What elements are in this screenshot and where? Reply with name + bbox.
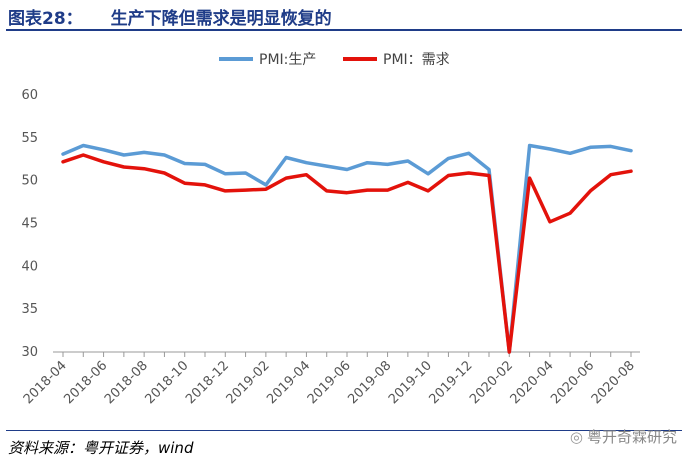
x-tick-label: 2020-06: [548, 358, 597, 407]
figure-title: 图表28： 生产下降但需求是明显恢复的: [8, 4, 332, 29]
x-tick-label: 2019-06: [305, 358, 354, 407]
wechat-icon: ◎: [569, 427, 583, 446]
y-tick-label: 40: [21, 259, 38, 274]
x-tick-label: 2018-08: [102, 358, 151, 407]
x-tick-label: 2019-02: [224, 358, 273, 407]
x-tick-label: 2020-08: [589, 358, 638, 407]
legend-label: PMI:生产: [259, 52, 316, 68]
chart-series: [61, 143, 633, 354]
x-tick-label: 2019-08: [345, 358, 394, 407]
series-line-demand: [61, 153, 633, 354]
y-tick-label: 50: [21, 174, 38, 189]
watermark-text: 粤开奇霖研究: [586, 428, 677, 446]
series-line-production: [61, 143, 633, 354]
x-tick-label: 2019-10: [386, 358, 435, 407]
legend-label: PMI：需求: [383, 52, 450, 68]
y-tick-label: 30: [21, 345, 38, 360]
x-tick-label: 2019-12: [427, 358, 476, 407]
source-note: 资料来源：粤开证券，wind: [8, 439, 194, 457]
x-tick-label: 2020-02: [467, 358, 516, 407]
chart-axes: 605550454035302018-042018-062018-082018-…: [21, 88, 640, 407]
y-tick-label: 60: [21, 88, 38, 103]
x-tick-label: 2018-06: [61, 358, 110, 407]
x-tick-label: 2020-04: [508, 358, 557, 407]
x-tick-label: 2018-04: [21, 358, 70, 407]
figure-label: 图表28：: [8, 9, 83, 29]
x-tick-label: 2019-04: [264, 358, 313, 407]
x-tick-label: 2018-12: [183, 358, 232, 407]
title-rule: [6, 29, 682, 31]
y-tick-label: 35: [21, 302, 38, 317]
x-tick-label: 2018-10: [143, 358, 192, 407]
line-chart: PMI:生产 PMI：需求 605550454035302018-042018-0…: [21, 52, 640, 407]
chart-legend: PMI:生产 PMI：需求: [219, 52, 450, 68]
watermark: ◎ 粤开奇霖研究: [570, 426, 677, 447]
figure-title-text: 生产下降但需求是明显恢复的: [110, 9, 332, 29]
y-tick-label: 55: [21, 131, 38, 146]
y-tick-label: 45: [21, 217, 38, 232]
footer-rule: [6, 430, 682, 431]
